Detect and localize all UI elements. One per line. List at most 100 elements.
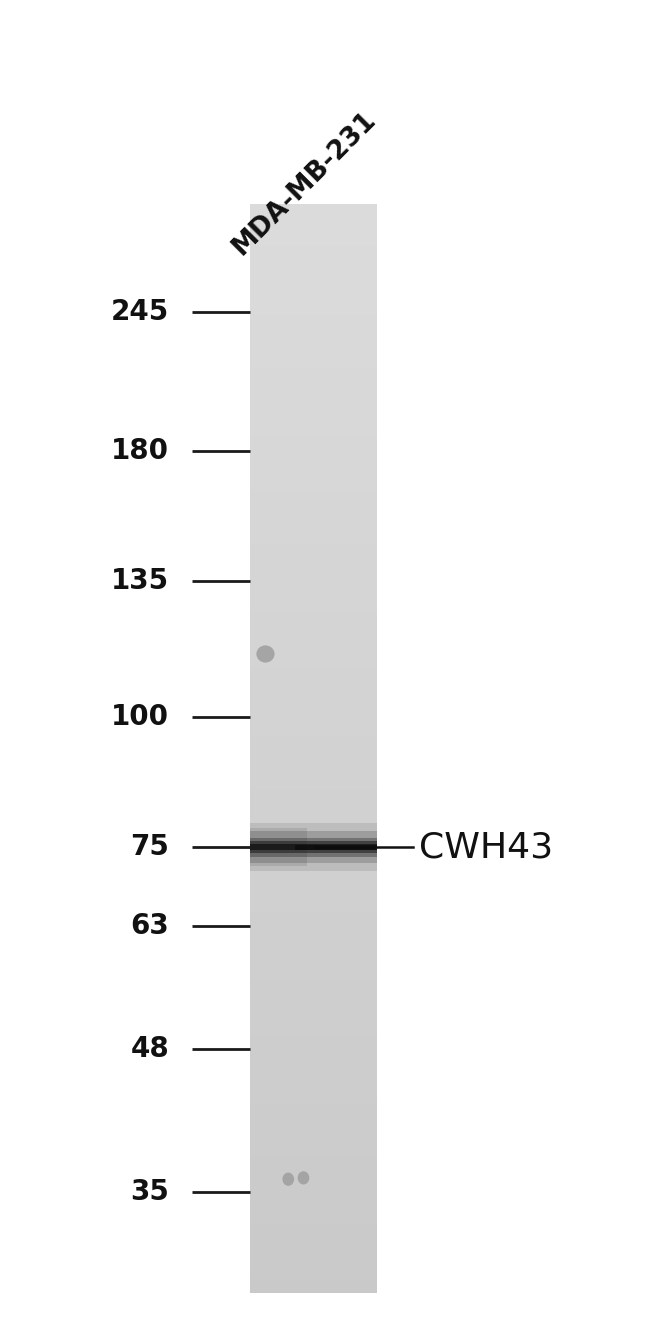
Bar — [250, 1196, 377, 1212]
Bar — [250, 870, 377, 886]
Bar — [250, 1142, 377, 1156]
Bar — [250, 448, 377, 464]
Bar — [250, 1250, 377, 1265]
Bar — [250, 842, 377, 853]
Bar — [250, 831, 377, 863]
Bar — [250, 1155, 377, 1171]
Bar — [250, 489, 377, 505]
Bar — [250, 1237, 377, 1252]
Text: 48: 48 — [130, 1036, 169, 1063]
Bar — [250, 735, 377, 749]
Bar — [250, 1087, 377, 1103]
Bar — [250, 232, 377, 247]
Bar — [250, 830, 377, 845]
Bar — [250, 1209, 377, 1225]
Bar — [250, 911, 377, 926]
Bar — [250, 367, 377, 382]
Ellipse shape — [298, 1171, 309, 1184]
Bar — [250, 639, 377, 654]
Bar — [250, 843, 377, 858]
Bar — [250, 206, 377, 1293]
Bar — [250, 300, 377, 314]
Bar — [250, 838, 377, 857]
Bar — [250, 707, 377, 721]
Text: CWH43: CWH43 — [419, 830, 553, 865]
Bar — [250, 1265, 377, 1280]
Bar — [250, 245, 377, 260]
Text: 245: 245 — [111, 298, 169, 326]
Bar — [250, 1183, 377, 1197]
Bar — [250, 476, 377, 491]
Bar — [250, 748, 377, 762]
Bar — [250, 463, 377, 477]
Bar — [250, 326, 377, 341]
Bar — [250, 557, 377, 573]
Bar — [250, 789, 377, 804]
Bar — [250, 666, 377, 682]
Bar — [250, 626, 377, 640]
Bar — [250, 898, 377, 912]
Bar — [250, 761, 377, 777]
Text: 135: 135 — [111, 568, 169, 595]
Bar — [250, 965, 377, 980]
Bar — [250, 952, 377, 967]
Bar — [250, 693, 377, 708]
Bar — [250, 815, 377, 830]
Bar — [250, 1278, 377, 1293]
Ellipse shape — [282, 1172, 294, 1185]
Ellipse shape — [256, 646, 274, 663]
Bar — [250, 381, 377, 395]
Bar — [250, 435, 377, 451]
Bar — [250, 530, 377, 545]
Text: 63: 63 — [130, 912, 169, 940]
Bar — [250, 774, 377, 790]
Bar — [250, 585, 377, 599]
Text: MDA-MB-231: MDA-MB-231 — [227, 106, 382, 260]
Bar — [250, 339, 377, 355]
Bar — [250, 394, 377, 410]
Bar — [250, 802, 377, 817]
Bar — [250, 1020, 377, 1034]
Bar — [250, 313, 377, 328]
Bar — [250, 652, 377, 667]
Bar — [250, 285, 377, 301]
Bar — [250, 992, 377, 1008]
Bar — [294, 845, 377, 850]
Bar — [250, 979, 377, 994]
Bar — [250, 354, 377, 369]
Bar — [250, 884, 377, 899]
Bar — [250, 680, 377, 695]
Bar — [250, 611, 377, 627]
Bar — [313, 846, 377, 849]
Bar — [250, 544, 377, 560]
Bar — [250, 503, 377, 518]
Bar — [250, 845, 377, 850]
Bar — [250, 823, 377, 871]
Bar — [250, 217, 377, 233]
Bar — [250, 1170, 377, 1184]
Bar — [250, 939, 377, 953]
Bar — [250, 204, 377, 219]
Text: 180: 180 — [111, 438, 169, 465]
Text: 100: 100 — [111, 703, 169, 731]
Bar — [250, 1074, 377, 1089]
Bar — [250, 572, 377, 586]
Bar — [250, 1115, 377, 1130]
Bar — [250, 408, 377, 423]
Bar — [250, 1048, 377, 1062]
Bar — [250, 829, 307, 866]
Bar — [250, 517, 377, 532]
Bar — [250, 924, 377, 939]
Bar — [250, 1006, 377, 1021]
Bar — [250, 259, 377, 273]
Bar — [250, 857, 377, 871]
Bar — [250, 272, 377, 286]
Text: 35: 35 — [130, 1177, 169, 1205]
Bar — [250, 422, 377, 436]
Bar — [250, 598, 377, 613]
Bar — [250, 1061, 377, 1075]
Bar — [250, 1033, 377, 1048]
Text: 75: 75 — [130, 833, 169, 862]
Bar — [250, 1101, 377, 1116]
Bar — [250, 721, 377, 736]
